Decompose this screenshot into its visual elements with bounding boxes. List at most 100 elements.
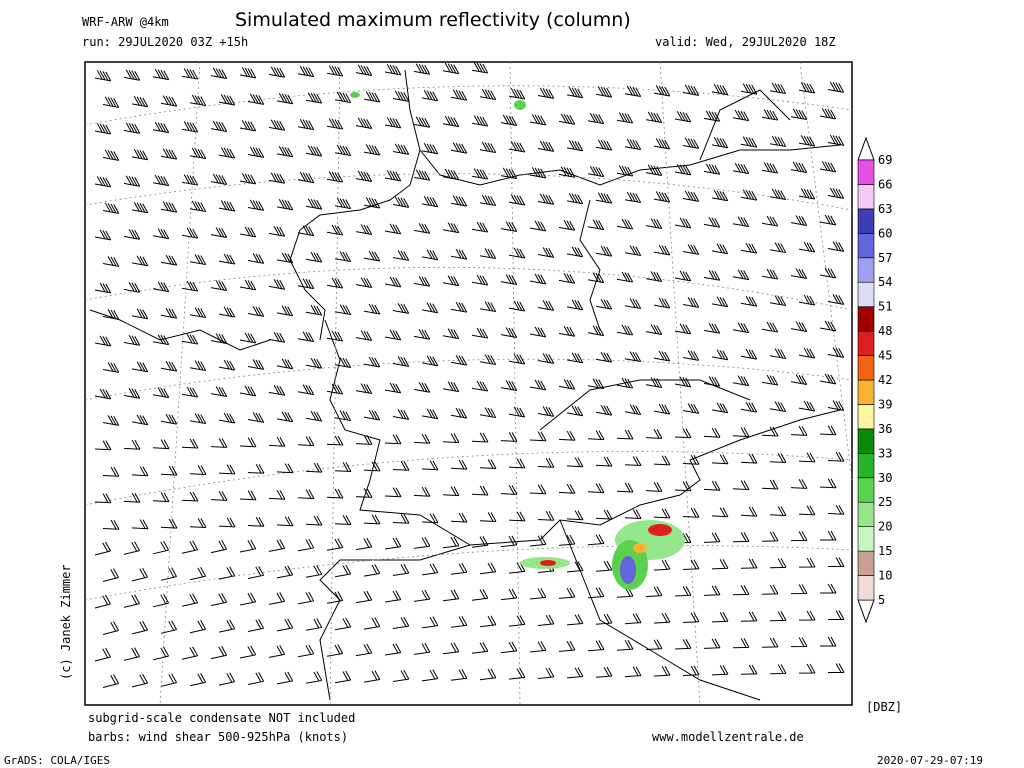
wind-barb (500, 380, 518, 391)
colorbar-box (857, 281, 875, 307)
wind-barb (645, 639, 663, 651)
wind-barb (123, 175, 141, 187)
wind-barb (152, 174, 170, 187)
wind-barb (152, 492, 170, 503)
colorbar-label: 10 (878, 569, 892, 583)
wind-barb (102, 309, 120, 320)
wind-barb (247, 463, 265, 474)
wind-barb (160, 307, 178, 319)
wind-barb (413, 589, 431, 602)
colorbar-label: 45 (878, 349, 892, 363)
wind-barb (210, 540, 228, 554)
wind-barb (152, 228, 170, 240)
colorbar-label: 51 (878, 300, 892, 314)
wind-barb (790, 321, 808, 332)
valid-label: valid: Wed, 29JUL2020 18Z (655, 35, 836, 49)
wind-barb (558, 483, 576, 494)
wind-barb (587, 272, 605, 284)
wind-barb (305, 357, 323, 369)
wind-barb (189, 307, 207, 319)
wind-barb (682, 665, 700, 676)
wind-barb (94, 594, 111, 609)
wind-barb (529, 326, 547, 338)
wind-barb (181, 333, 199, 345)
wind-barb (820, 530, 837, 541)
wind-barb (479, 512, 497, 522)
wind-barb (326, 171, 344, 183)
wind-barb (181, 540, 199, 554)
wind-barb (305, 198, 323, 210)
wind-barb (355, 643, 373, 657)
wind-barb (421, 142, 439, 155)
wind-barb (819, 161, 837, 173)
wind-barb (703, 375, 721, 387)
wind-barb (326, 488, 344, 499)
wind-barb (471, 274, 489, 286)
timestamp: 2020-07-29-07:19 (877, 754, 983, 767)
credit: (c) Janek Zimmer (59, 564, 73, 680)
wind-barb (479, 562, 497, 575)
wind-barb (595, 456, 613, 467)
wind-barb (268, 489, 286, 500)
wind-barb (421, 563, 439, 576)
wind-barb (682, 612, 700, 623)
wind-barb (790, 637, 808, 648)
wind-barb (529, 431, 547, 442)
wind-barb (508, 247, 526, 259)
wind-barb (160, 254, 178, 266)
wind-barb (508, 300, 526, 312)
wind-barb (268, 331, 286, 343)
wind-barb (384, 487, 402, 498)
wind-barb (769, 506, 787, 516)
wind-barb (819, 320, 837, 332)
wind-barb (421, 616, 439, 629)
wind-barb (798, 557, 816, 568)
wind-barb (674, 428, 692, 439)
wind-barb (616, 271, 634, 283)
wind-barb (297, 436, 315, 447)
wind-barb (442, 381, 460, 393)
wind-barb (537, 247, 555, 258)
wind-barb (123, 647, 140, 661)
title: Simulated maximum reflectivity (column) (235, 9, 631, 31)
wind-barb (828, 663, 845, 673)
wind-barb (711, 243, 729, 255)
wind-barb (131, 95, 149, 108)
colorbar-box (857, 257, 875, 283)
colorbar-box (857, 526, 875, 552)
wind-barb (392, 356, 410, 367)
wind-barb (587, 325, 605, 337)
wind-barb (558, 587, 576, 599)
wind-barb (152, 68, 170, 81)
wind-barb (413, 116, 431, 128)
wind-barb (529, 641, 547, 653)
wind-barb (305, 462, 323, 473)
wind-barb (479, 459, 497, 469)
wind-barb (827, 504, 845, 515)
wind-barb (247, 146, 265, 158)
wind-barb (682, 403, 700, 414)
wind-barb (558, 219, 576, 231)
wind-barb (218, 147, 236, 159)
wind-barb (210, 646, 228, 660)
wind-barb (94, 541, 111, 556)
wind-barb (384, 223, 402, 235)
wind-barb (94, 229, 112, 241)
wind-barb (218, 94, 236, 106)
wind-barb (595, 86, 613, 98)
wind-barb (160, 148, 178, 160)
wind-barb (450, 562, 468, 575)
wind-barb (305, 251, 323, 263)
wind-barb (297, 171, 315, 184)
wind-barb (334, 251, 352, 263)
wind-barb (218, 412, 236, 424)
wind-barb (181, 593, 199, 607)
wind-barb (305, 565, 323, 578)
wind-barb (102, 568, 119, 582)
wind-barb (703, 480, 721, 491)
wind-barb (384, 170, 402, 182)
wind-barb (326, 330, 344, 342)
colorbar-label: 39 (878, 397, 892, 411)
wind-barb (790, 531, 808, 542)
wind-barb (268, 539, 286, 552)
